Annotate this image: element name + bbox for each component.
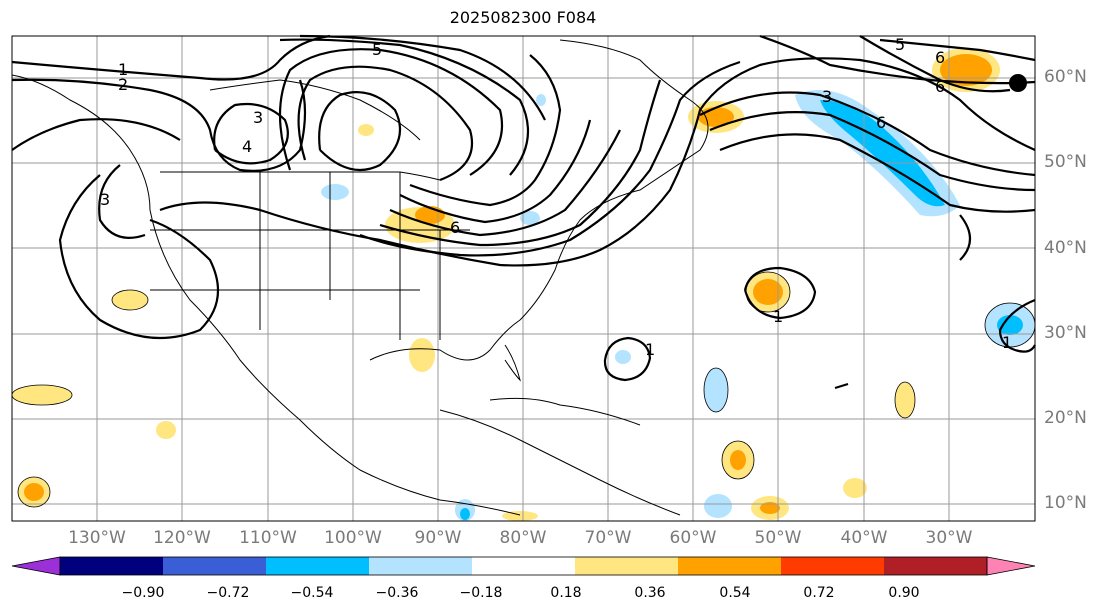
colorbar-extension-high xyxy=(986,556,1036,576)
lon-label: 40°W xyxy=(840,528,888,548)
colorbar-segment xyxy=(60,557,163,575)
lat-label: 50°N xyxy=(1044,152,1087,172)
lon-label: 120°W xyxy=(153,528,211,548)
colorbar-extension-low xyxy=(11,556,61,576)
colorbar-tick: −0.72 xyxy=(206,585,250,601)
lon-label: 30°W xyxy=(925,528,973,548)
coastlines xyxy=(11,39,709,516)
contour-labels: 1 2 3 3 4 5 5 6 6 6 3 1 1 6 1 xyxy=(100,35,1012,359)
contour-label: 6 xyxy=(935,48,945,67)
anomaly-shading xyxy=(12,48,1035,521)
colorbar-segment xyxy=(472,557,575,575)
colorbar-segment xyxy=(678,557,781,575)
map-title: 2025082300 F084 xyxy=(449,8,597,27)
colorbar-segment xyxy=(781,557,884,575)
colorbar-tick: 0.54 xyxy=(719,585,751,601)
lat-label: 60°N xyxy=(1044,67,1087,87)
contour-label: 3 xyxy=(822,87,832,106)
contour-label: 1 xyxy=(1002,333,1012,352)
contour-label: 3 xyxy=(100,190,110,209)
lon-label: 110°W xyxy=(239,528,297,548)
contour-label: 5 xyxy=(372,40,382,59)
colorbar-tick: 0.90 xyxy=(888,585,920,601)
colorbar-segment xyxy=(884,557,987,575)
colorbar-tick: 0.72 xyxy=(803,585,835,601)
contours xyxy=(11,34,1036,390)
lat-label: 20°N xyxy=(1044,408,1087,428)
colorbar-border xyxy=(59,556,988,576)
lon-label: 130°W xyxy=(68,528,126,548)
colorbar-tick: 0.18 xyxy=(550,585,582,601)
map-border xyxy=(11,35,1036,522)
contour-label: 6 xyxy=(876,113,886,132)
contour-label: 1 xyxy=(118,60,128,79)
colorbar-tick: −0.36 xyxy=(375,585,419,601)
colorbar-tick: 0.36 xyxy=(634,585,666,601)
lon-label: 60°W xyxy=(669,528,717,548)
graticule xyxy=(12,36,1035,521)
lon-label: 90°W xyxy=(414,528,462,548)
colorbar-tick: −0.18 xyxy=(459,585,503,601)
colorbar-tick: −0.54 xyxy=(290,585,334,601)
colorbar xyxy=(11,556,1036,576)
colorbar-tick: −0.90 xyxy=(121,585,165,601)
contour-label: 6 xyxy=(935,77,945,96)
colorbar-segment xyxy=(266,557,369,575)
contour-label: 2 xyxy=(118,75,128,94)
lon-label: 70°W xyxy=(584,528,632,548)
lon-label: 100°W xyxy=(324,528,382,548)
colorbar-segment xyxy=(163,557,266,575)
location-marker xyxy=(1009,74,1027,92)
lon-label: 50°W xyxy=(754,528,802,548)
contour-label: 3 xyxy=(253,108,263,127)
contour-label: 4 xyxy=(242,137,252,156)
lat-label: 10°N xyxy=(1044,493,1087,513)
colorbar-segment xyxy=(575,557,678,575)
contour-label: 1 xyxy=(645,340,655,359)
lon-label: 80°W xyxy=(499,528,547,548)
lat-label: 30°N xyxy=(1044,323,1087,343)
lat-label: 40°N xyxy=(1044,238,1087,258)
contour-label: 1 xyxy=(773,307,783,326)
contour-label: 6 xyxy=(450,218,460,237)
colorbar-segment xyxy=(369,557,472,575)
contour-label: 5 xyxy=(895,35,905,54)
